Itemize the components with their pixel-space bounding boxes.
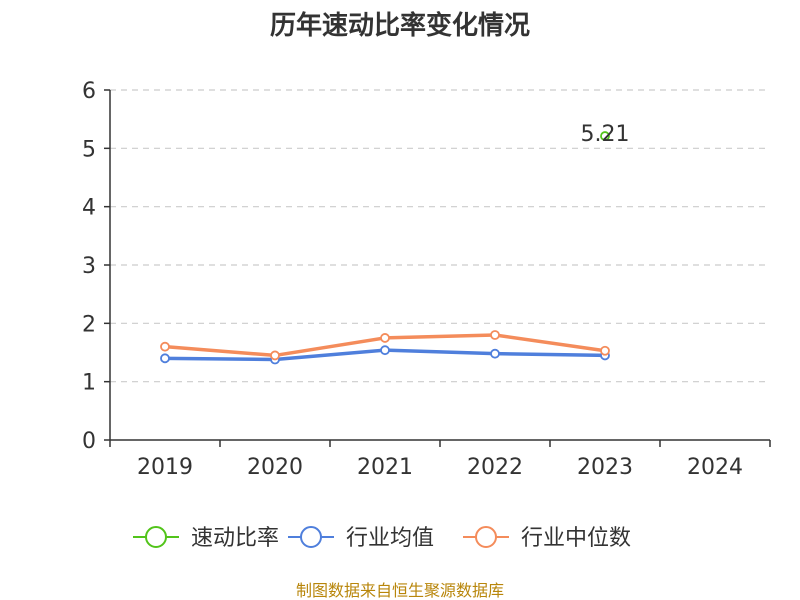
x-tick-label: 2019 [137, 455, 193, 480]
legend-label: 速动比率 [191, 526, 279, 551]
data-point [270, 350, 280, 361]
data-point [490, 330, 500, 340]
data-label: 5.21 [581, 122, 630, 147]
legend-item-0: 速动比率 [133, 526, 279, 551]
axes: 0 1 2 3 4 5 6 2019 2020 2021 2022 2023 2024 [82, 79, 771, 480]
y-tick-label: 4 [82, 196, 96, 221]
data-point [490, 348, 500, 359]
legend-item-1: 行业均值 [288, 526, 434, 551]
chart-title: 历年速动比率变化情况 [270, 10, 530, 41]
series-1 [160, 345, 610, 365]
data-point [380, 333, 390, 343]
data-point [160, 353, 170, 364]
y-tick-label: 0 [82, 429, 96, 454]
x-tick-label: 2022 [467, 455, 523, 480]
x-tick-label: 2024 [687, 455, 743, 480]
grid [110, 89, 770, 383]
legend-label: 行业均值 [346, 526, 434, 551]
x-tick-label: 2023 [577, 455, 633, 480]
series-0: 5.21 [581, 122, 630, 147]
plot-area: 5.21 [160, 122, 630, 365]
legend: 速动比率 行业均值 行业中位数 [133, 526, 631, 551]
legend-label: 行业中位数 [521, 526, 631, 551]
y-tick-label: 5 [82, 137, 96, 162]
series-2 [160, 330, 610, 361]
data-point [600, 345, 610, 356]
x-tick-label: 2021 [357, 455, 413, 480]
y-tick-label: 2 [82, 312, 96, 337]
legend-item-2: 行业中位数 [463, 526, 631, 551]
data-point [160, 341, 170, 352]
legend-swatch-marker [300, 526, 322, 548]
data-point [600, 131, 610, 141]
y-tick-label: 6 [82, 79, 96, 104]
data-point [380, 345, 390, 356]
legend-swatch-marker [475, 526, 497, 548]
y-tick-label: 1 [82, 371, 96, 396]
x-tick-label: 2020 [247, 455, 303, 480]
source-note: 制图数据来自恒生聚源数据库 [296, 581, 504, 600]
legend-swatch-marker [145, 526, 167, 548]
y-tick-label: 3 [82, 254, 96, 279]
